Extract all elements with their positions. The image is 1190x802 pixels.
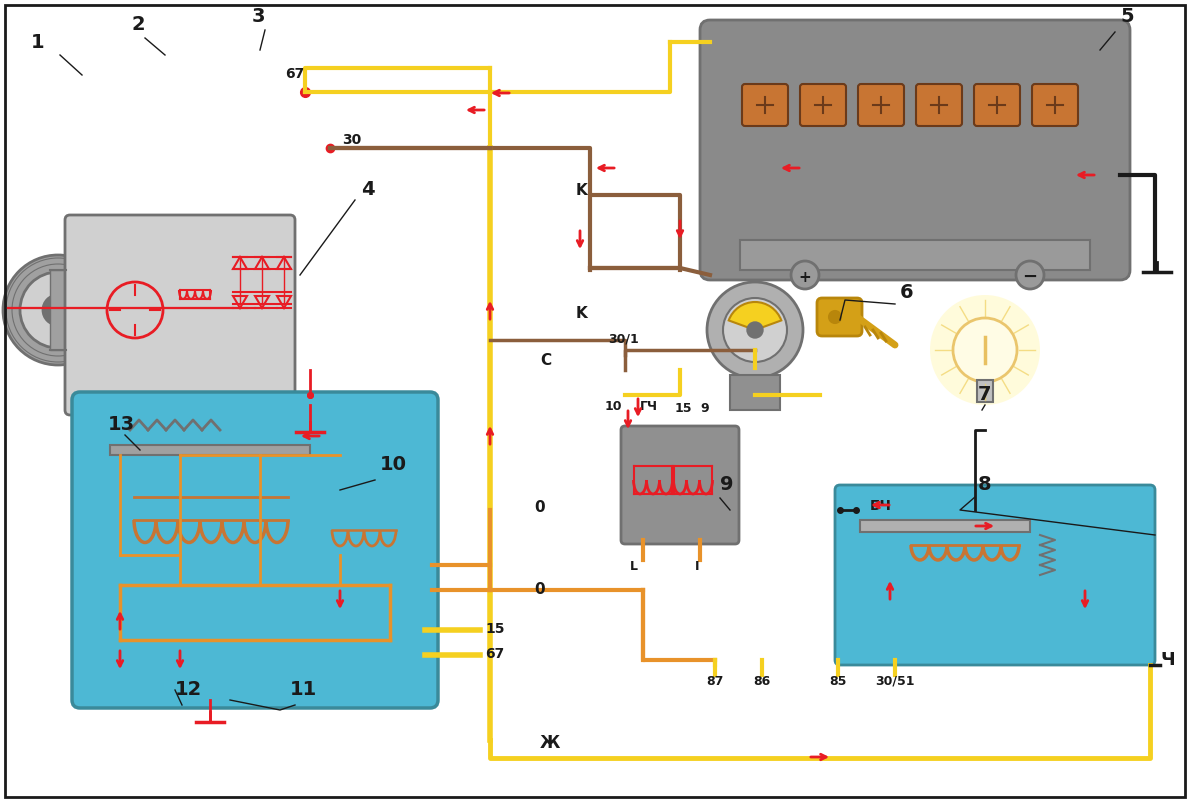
Text: 0: 0 [534, 582, 545, 597]
FancyBboxPatch shape [800, 84, 846, 126]
Text: 2: 2 [131, 15, 145, 34]
FancyBboxPatch shape [1032, 84, 1078, 126]
Circle shape [707, 282, 803, 378]
Text: K: K [576, 183, 588, 198]
Text: 15: 15 [486, 622, 505, 636]
Text: БЧ: БЧ [870, 499, 891, 513]
Text: 10: 10 [380, 455, 407, 474]
FancyBboxPatch shape [700, 20, 1130, 280]
Text: 9: 9 [700, 402, 708, 415]
Bar [50, 270, 65, 350]
Bar [860, 520, 1031, 532]
FancyBboxPatch shape [65, 215, 295, 415]
Text: 0: 0 [534, 500, 545, 515]
Text: Ч: Ч [1160, 651, 1175, 669]
Bar [109, 445, 311, 455]
FancyBboxPatch shape [743, 84, 788, 126]
Text: 9: 9 [720, 475, 733, 494]
FancyBboxPatch shape [916, 84, 962, 126]
Circle shape [829, 311, 841, 323]
Text: 67: 67 [486, 647, 505, 661]
Text: 10: 10 [605, 400, 622, 413]
Text: 15: 15 [675, 402, 693, 415]
Text: 30/1: 30/1 [608, 333, 639, 346]
Wedge shape [728, 302, 782, 330]
FancyBboxPatch shape [818, 298, 862, 336]
FancyBboxPatch shape [73, 392, 438, 708]
Text: 12: 12 [175, 680, 202, 699]
FancyBboxPatch shape [973, 84, 1020, 126]
Text: 85: 85 [829, 675, 847, 688]
Text: 6: 6 [900, 283, 914, 302]
Circle shape [747, 322, 763, 338]
Circle shape [953, 318, 1017, 382]
Text: 13: 13 [108, 415, 136, 434]
Text: 30/51: 30/51 [876, 675, 915, 688]
Text: ГЧ: ГЧ [640, 400, 658, 413]
Circle shape [724, 298, 787, 362]
Text: 11: 11 [290, 680, 318, 699]
Circle shape [20, 272, 96, 348]
Circle shape [1016, 261, 1044, 289]
Text: 8: 8 [978, 475, 991, 494]
Circle shape [4, 255, 113, 365]
Text: Ж: Ж [540, 734, 560, 752]
FancyBboxPatch shape [621, 426, 739, 544]
Text: I: I [695, 560, 700, 573]
FancyBboxPatch shape [858, 84, 904, 126]
Circle shape [791, 261, 819, 289]
FancyBboxPatch shape [835, 485, 1155, 665]
Text: K: K [576, 306, 588, 321]
Text: 67: 67 [284, 67, 305, 81]
Text: 87: 87 [707, 675, 724, 688]
FancyBboxPatch shape [740, 240, 1090, 270]
Text: 1: 1 [31, 33, 45, 52]
Text: +: + [798, 269, 812, 285]
Text: 86: 86 [753, 675, 771, 688]
Circle shape [931, 295, 1040, 405]
Text: −: − [1022, 268, 1038, 286]
Bar [729, 375, 779, 410]
Text: 3: 3 [251, 7, 264, 26]
Text: 30: 30 [342, 133, 362, 147]
Circle shape [43, 295, 73, 325]
Bar [977, 380, 992, 402]
Text: L: L [630, 560, 638, 573]
Text: 4: 4 [362, 180, 375, 199]
Text: 5: 5 [1120, 7, 1134, 26]
Text: C: C [540, 353, 551, 368]
Text: 7: 7 [978, 385, 991, 404]
